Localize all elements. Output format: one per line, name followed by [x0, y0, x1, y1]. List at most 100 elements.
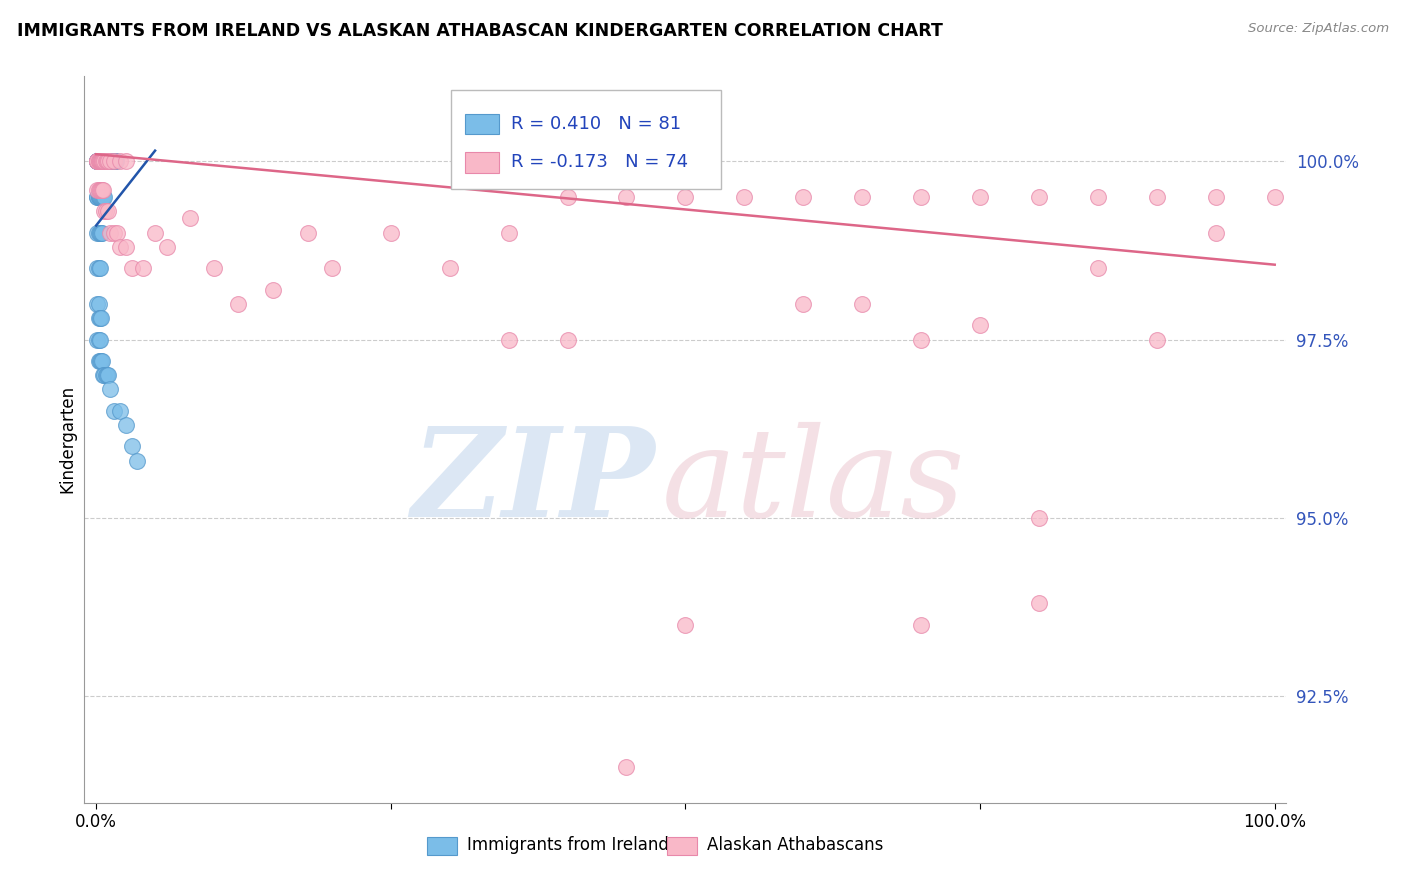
Point: [87, 354, 110, 368]
Point: [87, 154, 110, 169]
Point: [1028, 190, 1050, 204]
Point: [86, 154, 108, 169]
Point: [498, 333, 520, 347]
Point: [321, 261, 343, 276]
Point: [87, 226, 110, 240]
Point: [86, 154, 108, 169]
Point: [969, 190, 991, 204]
Point: [94, 204, 117, 219]
Point: [91, 190, 114, 204]
Point: [851, 297, 873, 311]
Point: [91, 183, 114, 197]
Point: [1087, 261, 1109, 276]
Point: [380, 226, 402, 240]
Point: [1146, 190, 1168, 204]
Text: ZIP: ZIP: [412, 422, 655, 544]
Point: [89, 226, 111, 240]
Point: [94, 368, 117, 383]
FancyBboxPatch shape: [427, 837, 457, 855]
Text: R = 0.410   N = 81: R = 0.410 N = 81: [512, 115, 682, 133]
Point: [91, 154, 114, 169]
Point: [93, 154, 115, 169]
Point: [89, 333, 111, 347]
Point: [90, 154, 112, 169]
Point: [91, 154, 114, 169]
Point: [1028, 596, 1050, 610]
Point: [103, 154, 125, 169]
Point: [733, 190, 755, 204]
Point: [87, 154, 110, 169]
Point: [98, 383, 121, 397]
Point: [91, 183, 114, 197]
Point: [87, 154, 110, 169]
Point: [86, 154, 108, 169]
Point: [90, 311, 112, 326]
Point: [91, 354, 114, 368]
Point: [1264, 190, 1286, 204]
FancyBboxPatch shape: [465, 153, 499, 172]
Point: [91, 154, 114, 169]
Point: [91, 368, 114, 383]
Point: [97, 154, 120, 169]
Point: [91, 154, 114, 169]
Point: [87, 190, 110, 204]
Point: [127, 453, 149, 467]
Text: atlas: atlas: [661, 422, 965, 544]
Point: [90, 154, 112, 169]
Point: [96, 154, 118, 169]
Point: [675, 190, 697, 204]
Point: [101, 154, 124, 169]
Point: [121, 261, 143, 276]
Point: [89, 154, 111, 169]
Point: [87, 154, 110, 169]
Point: [851, 190, 873, 204]
Point: [1087, 190, 1109, 204]
Point: [297, 226, 319, 240]
Text: Immigrants from Ireland: Immigrants from Ireland: [467, 836, 668, 854]
Point: [98, 226, 121, 240]
Point: [969, 318, 991, 333]
Point: [103, 404, 125, 418]
Text: IMMIGRANTS FROM IRELAND VS ALASKAN ATHABASCAN KINDERGARTEN CORRELATION CHART: IMMIGRANTS FROM IRELAND VS ALASKAN ATHAB…: [17, 22, 943, 40]
Point: [910, 617, 932, 632]
Point: [89, 354, 111, 368]
Point: [1205, 190, 1227, 204]
Point: [93, 204, 115, 219]
Point: [90, 183, 112, 197]
Point: [96, 154, 118, 169]
Point: [87, 154, 110, 169]
Point: [87, 154, 110, 169]
Point: [96, 154, 118, 169]
Point: [105, 226, 128, 240]
Point: [910, 333, 932, 347]
Point: [616, 760, 638, 774]
Point: [86, 183, 108, 197]
Point: [87, 190, 110, 204]
Point: [98, 154, 121, 169]
Point: [86, 154, 108, 169]
Point: [90, 226, 112, 240]
Point: [114, 240, 136, 254]
Point: [557, 190, 579, 204]
Point: [121, 439, 143, 453]
FancyBboxPatch shape: [668, 837, 697, 855]
Point: [87, 154, 110, 169]
Point: [97, 154, 120, 169]
Point: [87, 154, 110, 169]
Point: [89, 154, 111, 169]
Point: [86, 154, 108, 169]
Point: [103, 226, 125, 240]
Point: [89, 154, 111, 169]
Point: [87, 297, 110, 311]
Point: [87, 311, 110, 326]
Point: [97, 204, 120, 219]
Point: [226, 297, 249, 311]
Point: [108, 404, 131, 418]
Point: [439, 261, 461, 276]
Point: [114, 154, 136, 169]
Point: [89, 154, 111, 169]
Point: [262, 283, 284, 297]
Point: [675, 617, 697, 632]
Point: [91, 226, 114, 240]
Point: [90, 154, 112, 169]
